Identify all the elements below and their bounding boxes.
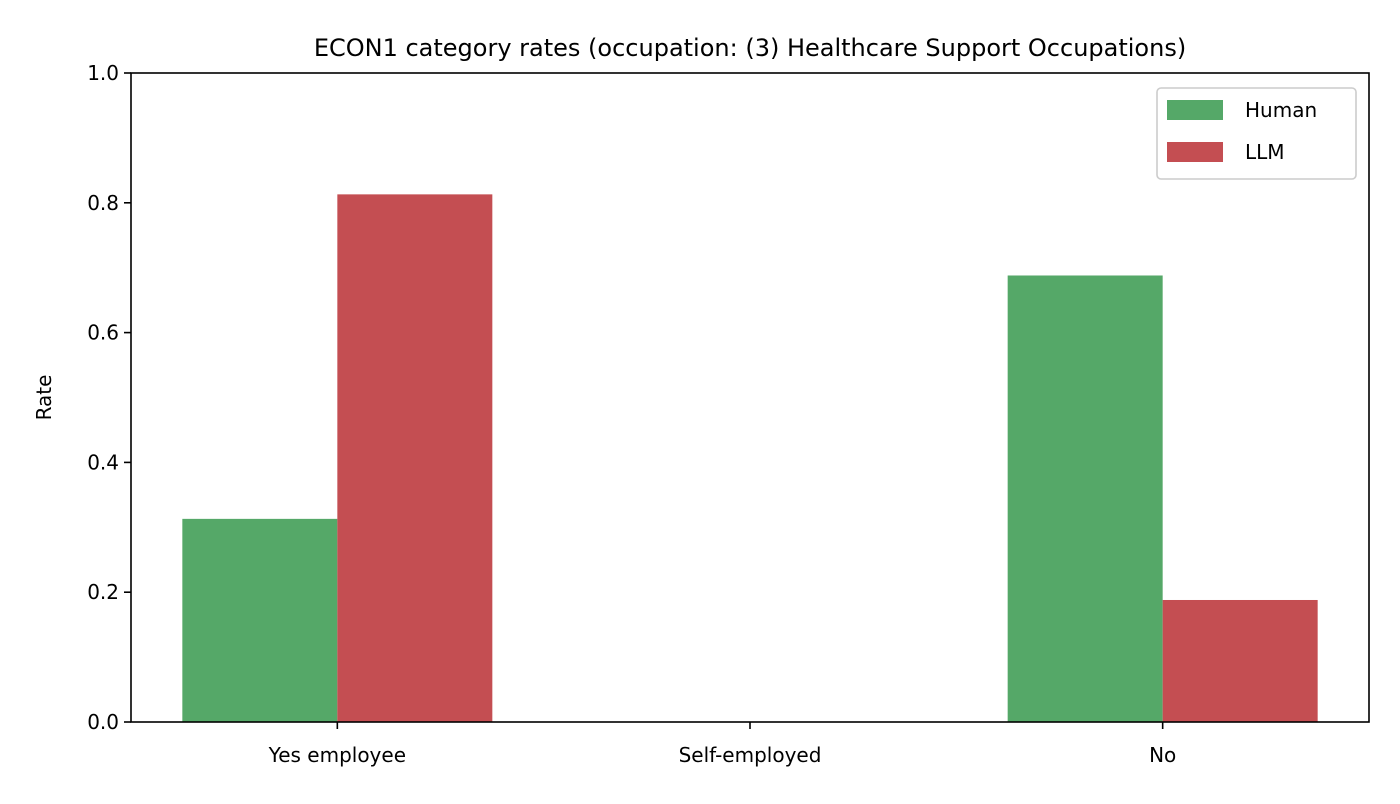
bar-llm-no <box>1162 599 1318 722</box>
y-tick-label: 0.8 <box>87 191 119 215</box>
y-tick-label: 0.6 <box>87 321 119 345</box>
bar-human-yes-employee <box>182 518 338 722</box>
chart-title: ECON1 category rates (occupation: (3) He… <box>314 34 1186 62</box>
x-tick-label: Self-employed <box>679 743 822 767</box>
bar-human-no <box>1007 275 1163 722</box>
legend: Human LLM <box>1156 87 1357 180</box>
y-tick-label: 0.2 <box>87 580 119 604</box>
x-axis: Yes employee Self-employed No <box>268 722 1176 767</box>
legend-label-llm: LLM <box>1245 140 1285 164</box>
bar-llm-yes-employee <box>337 194 493 722</box>
legend-items: Human LLM <box>1167 98 1317 164</box>
y-tick-label: 1.0 <box>87 61 119 85</box>
legend-swatch-llm <box>1167 142 1223 162</box>
y-axis-label: Rate <box>32 375 56 421</box>
x-tick-label: Yes employee <box>268 743 406 767</box>
y-tick-label: 0.0 <box>87 710 119 734</box>
y-axis: 0.0 0.2 0.4 0.6 0.8 1.0 <box>87 61 131 734</box>
legend-label-human: Human <box>1245 98 1317 122</box>
plot-frame <box>130 72 1370 723</box>
x-tick-label: No <box>1149 743 1176 767</box>
legend-swatch-human <box>1167 100 1223 120</box>
y-tick-label: 0.4 <box>87 450 119 474</box>
bars-layer <box>182 194 1318 722</box>
